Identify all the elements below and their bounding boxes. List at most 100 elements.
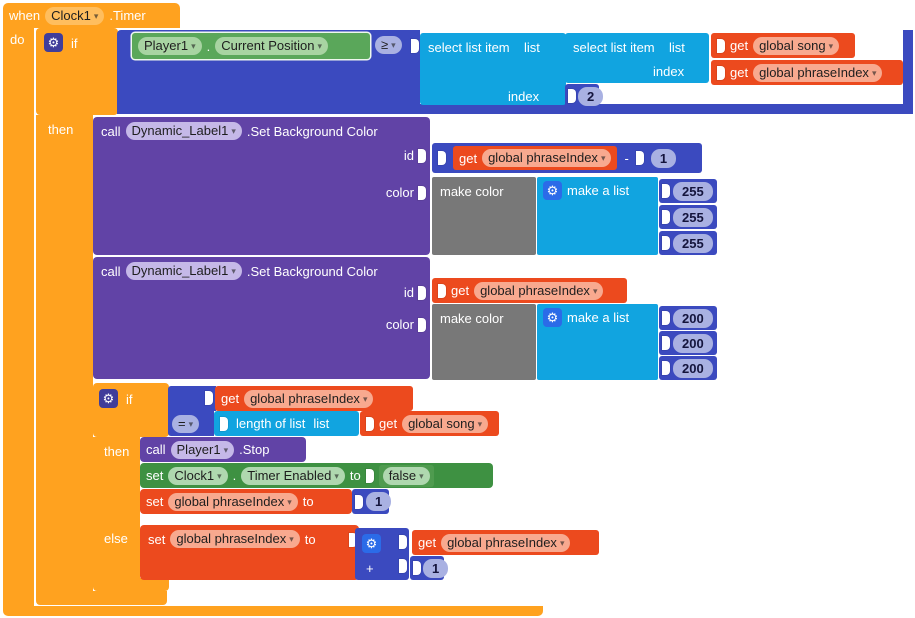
addend-socket <box>399 535 407 549</box>
equals-operator-dropdown[interactable]: = <box>172 414 200 433</box>
set-global-phraseindex-block[interactable]: set global phraseIndex to <box>140 489 352 514</box>
comparison-right-edge <box>903 30 913 109</box>
inner-select-list-item-block[interactable]: select list item list index <box>565 33 709 83</box>
number-block-r[interactable]: 200 <box>659 306 717 330</box>
number-socket <box>413 561 421 575</box>
equals-block[interactable]: = <box>168 411 214 436</box>
get-label: get <box>730 38 749 53</box>
number-socket <box>662 210 670 224</box>
set-global-phraseindex-block-else[interactable]: set global phraseIndex to <box>140 525 359 580</box>
equals-block-top[interactable] <box>168 386 216 411</box>
value-socket <box>365 468 374 483</box>
inner-if-bottom <box>93 578 169 591</box>
number-value[interactable]: 255 <box>673 207 713 227</box>
get-global-phraseindex-block[interactable]: get global phraseIndex <box>432 278 627 303</box>
player1-dropdown[interactable]: Player1 <box>138 37 202 55</box>
comparison-block[interactable]: Player1 . Current Position ≥ select list… <box>117 30 913 114</box>
make-a-list-block-1[interactable]: make a list <box>537 177 658 255</box>
make-color-block-2[interactable]: make color <box>432 304 536 380</box>
number-block-g[interactable]: 255 <box>659 205 717 229</box>
id-label: id <box>403 148 414 163</box>
number-block-b[interactable]: 200 <box>659 356 717 380</box>
outer-if-bottom <box>36 591 167 605</box>
player1-getter-block[interactable]: Player1 . Current Position <box>132 33 370 59</box>
global-phraseindex-dropdown[interactable]: global phraseIndex <box>753 63 883 82</box>
current-position-dropdown[interactable]: Current Position <box>215 37 328 55</box>
subtract-block[interactable]: get global phraseIndex - 1 <box>432 143 702 173</box>
index-number-block[interactable]: 2 <box>565 84 604 108</box>
addition-block[interactable]: + <box>355 528 409 580</box>
number-value[interactable]: 2 <box>578 86 604 106</box>
call-player1-stop-block[interactable]: call Player1 .Stop <box>140 437 306 462</box>
mutator-gear-icon[interactable] <box>99 389 118 408</box>
number-block-r[interactable]: 255 <box>659 179 717 203</box>
call-set-background-color-block-2[interactable]: call Dynamic_Label1 .Set Background Colo… <box>93 257 430 379</box>
when-event-block[interactable]: when Clock1 .Timer <box>3 3 180 28</box>
number-value[interactable]: 1 <box>423 558 449 578</box>
number-value[interactable]: 200 <box>673 333 713 353</box>
timer-enabled-dropdown[interactable]: Timer Enabled <box>241 466 345 485</box>
number-value[interactable]: 200 <box>673 358 713 378</box>
number-value[interactable]: 200 <box>673 308 713 328</box>
clock1-dropdown[interactable]: Clock1 <box>168 466 228 485</box>
get-global-phraseindex-block[interactable]: get global phraseIndex <box>215 386 413 411</box>
color-socket <box>418 185 426 200</box>
global-song-dropdown[interactable]: global song <box>753 36 840 55</box>
global-phraseindex-dropdown[interactable]: global phraseIndex <box>441 533 571 552</box>
get-global-phraseindex-block[interactable]: get global phraseIndex <box>453 146 618 170</box>
number-block-g[interactable]: 200 <box>659 331 717 355</box>
make-a-list-block-2[interactable]: make a list <box>537 304 658 380</box>
id-socket <box>418 285 426 300</box>
player1-dropdown[interactable]: Player1 <box>170 440 235 459</box>
set-timer-enabled-block[interactable]: set Clock1 . Timer Enabled to false <box>140 463 493 488</box>
clock1-dropdown[interactable]: Clock1 <box>45 6 105 25</box>
select-list-label: list <box>524 40 540 55</box>
false-dropdown[interactable]: false <box>382 466 430 485</box>
call-label: call <box>101 263 121 279</box>
mutator-gear-icon[interactable] <box>543 308 562 327</box>
outer-select-list-item-block[interactable]: select list item list index <box>420 33 566 105</box>
number-block-b[interactable]: 255 <box>659 231 717 255</box>
gte-operator-dropdown[interactable]: ≥ <box>375 36 402 54</box>
inner-if-block[interactable]: if <box>93 383 169 437</box>
get-global-song-block[interactable]: get global song <box>711 33 855 58</box>
mutator-gear-icon[interactable] <box>44 33 63 52</box>
length-of-list-block[interactable]: length of list list <box>214 411 359 436</box>
global-phraseindex-dropdown[interactable]: global phraseIndex <box>170 530 300 548</box>
number-value[interactable]: 255 <box>673 181 713 201</box>
number-value[interactable]: 1 <box>366 492 392 511</box>
call-set-background-color-block-1[interactable]: call Dynamic_Label1 .Set Background Colo… <box>93 117 430 255</box>
global-phraseindex-dropdown[interactable]: global phraseIndex <box>244 389 374 408</box>
dynamic-label1-dropdown[interactable]: Dynamic_Label1 <box>125 262 242 280</box>
number-value[interactable]: 255 <box>673 233 713 253</box>
set-header: set global phraseIndex to <box>144 530 320 548</box>
global-song-dropdown[interactable]: global song <box>402 414 489 433</box>
to-label: to <box>304 531 316 547</box>
number-block[interactable]: 1 <box>410 556 449 580</box>
value-socket <box>349 533 357 547</box>
method-name: .Set Background Color <box>246 123 378 139</box>
outer-if-block[interactable]: if <box>36 28 118 115</box>
inner-then-label: then <box>104 444 130 459</box>
get-global-phraseindex-block[interactable]: get global phraseIndex <box>412 530 599 555</box>
color-param: color <box>386 317 426 332</box>
make-color-block-1[interactable]: make color <box>432 177 536 255</box>
operand-socket <box>411 39 419 53</box>
make-color-label: make color <box>440 184 504 199</box>
global-phraseindex-dropdown[interactable]: global phraseIndex <box>474 281 604 300</box>
select-label: select list item <box>428 40 510 55</box>
get-global-phraseindex-block[interactable]: get global phraseIndex <box>711 60 903 85</box>
mutator-gear-icon[interactable] <box>543 181 562 200</box>
mutator-gear-icon[interactable] <box>362 534 381 553</box>
make-a-list-header: make a list <box>541 181 631 200</box>
get-label: get <box>418 535 437 550</box>
global-phraseindex-dropdown[interactable]: global phraseIndex <box>168 492 298 511</box>
dynamic-label1-dropdown[interactable]: Dynamic_Label1 <box>125 122 242 140</box>
false-logic-block[interactable]: false <box>378 464 434 487</box>
get-global-song-block[interactable]: get global song <box>360 411 499 436</box>
number-socket <box>662 336 670 350</box>
minuend-socket <box>438 151 446 165</box>
global-phraseindex-dropdown[interactable]: global phraseIndex <box>482 149 612 167</box>
number-block[interactable]: 1 <box>352 489 392 514</box>
number-value[interactable]: 1 <box>650 148 677 168</box>
